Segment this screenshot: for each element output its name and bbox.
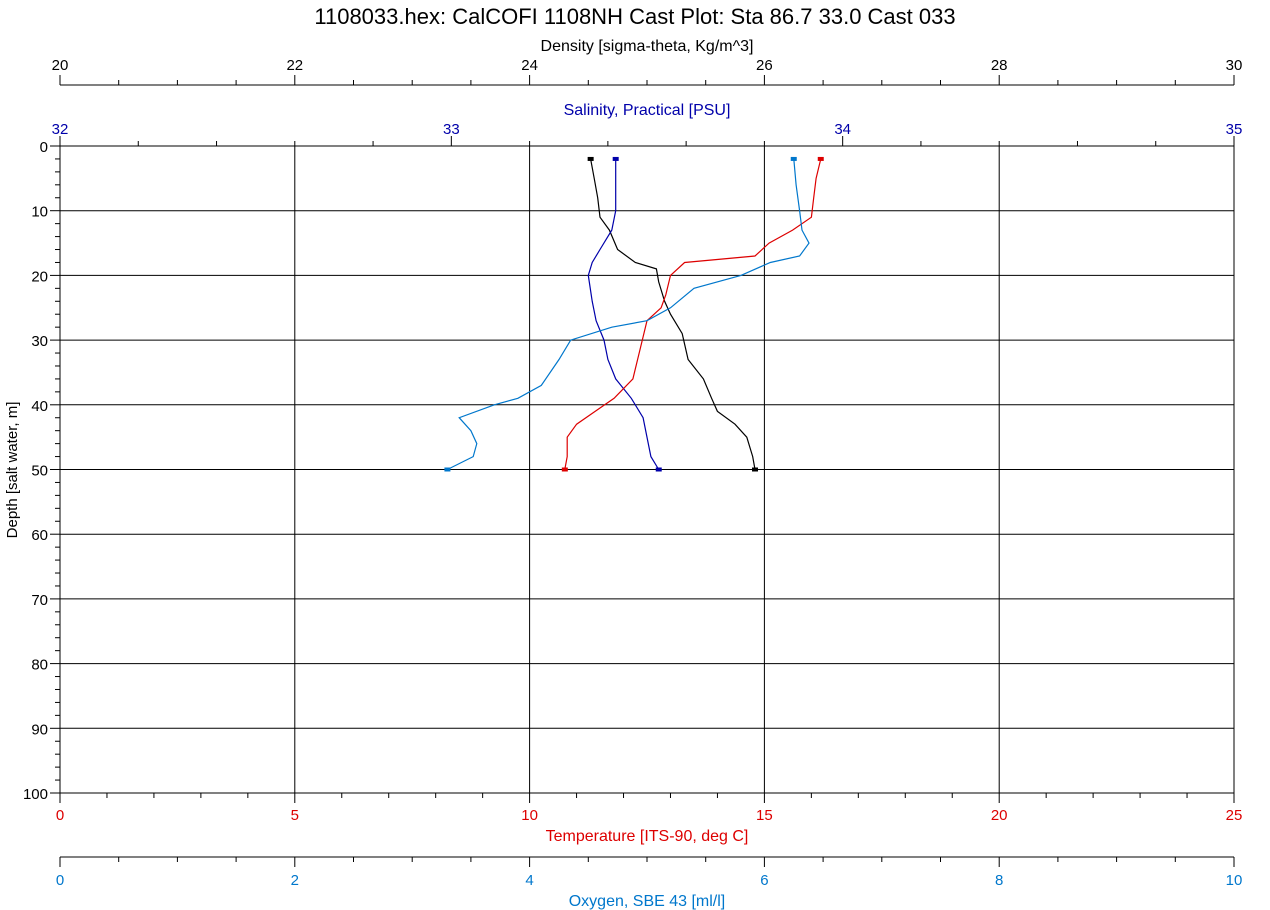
oxygen-profile-line: [447, 158, 810, 471]
y-tick-label: 10: [31, 204, 48, 221]
temperature-tick-label: 10: [521, 807, 538, 824]
temperature-tick-label: 20: [991, 807, 1008, 824]
salinity-tick-label: 33: [443, 121, 460, 138]
temperature-axis-title: Temperature [ITS-90, deg C]: [546, 828, 749, 845]
y-tick-label: 30: [31, 333, 48, 350]
y-tick-label: 0: [40, 139, 48, 156]
salinity-axis-title: Salinity, Practical [PSU]: [564, 102, 731, 119]
density-axis-title: Density [sigma-theta, Kg/m^3]: [541, 38, 754, 55]
y-tick-label: 90: [31, 721, 48, 738]
y-axis-label: Depth [salt water, m]: [4, 402, 21, 539]
density-profile-line: [590, 158, 756, 470]
salinity-tick-label: 35: [1226, 121, 1243, 138]
temperature-tick-label: 0: [56, 807, 64, 824]
y-tick-label: 70: [31, 592, 48, 609]
salinity-profile-line: [587, 158, 660, 470]
oxygen-end-marker: [790, 156, 797, 161]
y-tick-label: 100: [23, 786, 48, 803]
density-tick-label: 20: [52, 57, 69, 74]
grid-lines: [59, 145, 1235, 794]
y-tick-label: 60: [31, 527, 48, 544]
temperature-end-marker: [817, 156, 824, 161]
data-series: [444, 156, 824, 472]
density-end-marker: [752, 467, 759, 472]
y-tick-label: 40: [31, 398, 48, 415]
salinity-tick-label: 32: [52, 121, 69, 138]
salinity-end-marker: [612, 156, 619, 161]
oxygen-axis-title: Oxygen, SBE 43 [ml/l]: [569, 893, 726, 910]
salinity-end-marker: [655, 467, 662, 472]
density-end-marker: [587, 156, 594, 161]
density-tick-label: 24: [521, 57, 538, 74]
oxygen-tick-label: 8: [995, 872, 1003, 889]
temperature-tick-label: 15: [756, 807, 773, 824]
oxygen-tick-label: 6: [760, 872, 768, 889]
oxygen-end-marker: [444, 467, 451, 472]
chart-title: 1108033.hex: CalCOFI 1108NH Cast Plot: S…: [314, 4, 955, 29]
density-tick-label: 26: [756, 57, 773, 74]
density-tick-label: 22: [286, 57, 303, 74]
temperature-tick-label: 5: [291, 807, 299, 824]
oxygen-tick-label: 4: [525, 872, 533, 889]
oxygen-tick-label: 0: [56, 872, 64, 889]
y-tick-label: 80: [31, 657, 48, 674]
y-tick-label: 20: [31, 268, 48, 285]
salinity-tick-label: 34: [834, 121, 851, 138]
oxygen-tick-label: 10: [1226, 872, 1243, 889]
y-tick-label: 50: [31, 463, 48, 480]
temperature-end-marker: [561, 467, 568, 472]
oxygen-tick-label: 2: [291, 872, 299, 889]
density-tick-label: 30: [1226, 57, 1243, 74]
density-tick-label: 28: [991, 57, 1008, 74]
temperature-profile-line: [564, 158, 822, 470]
temperature-tick-label: 25: [1226, 807, 1243, 824]
